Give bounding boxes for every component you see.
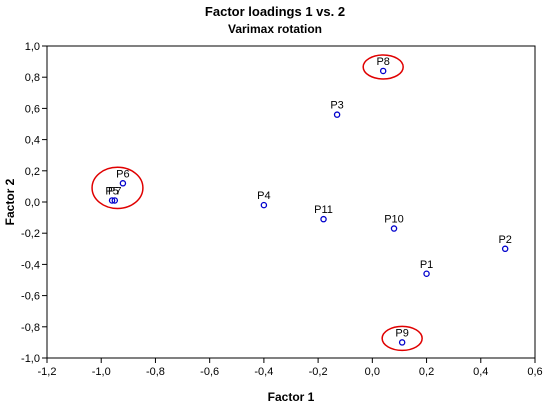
x-axis-label: Factor 1 [268, 390, 315, 404]
x-tick-label: 0,6 [527, 366, 542, 378]
y-tick-label: 0,0 [25, 197, 40, 209]
x-tick-label: 0,2 [419, 366, 434, 378]
data-point [379, 67, 387, 75]
x-tick-label: -0,4 [254, 366, 273, 378]
data-point [111, 197, 119, 204]
point-label: P2 [498, 234, 511, 246]
data-points: P1 P2 P3 P4 P5 P6 P7 P8 P9 P10 P11 [105, 56, 512, 346]
point-label: P6 [116, 168, 129, 180]
data-point [333, 111, 341, 118]
point-label: P5 [105, 185, 118, 197]
y-tick-label: -0,2 [21, 228, 40, 240]
point-label: P4 [257, 190, 270, 202]
highlight-ellipse [381, 325, 423, 352]
y-tick-label: 1,0 [25, 41, 40, 53]
point-label: P1 [420, 259, 433, 271]
point-label: P11 [314, 204, 333, 216]
x-tick-label: -0,2 [309, 366, 328, 378]
data-point [398, 339, 406, 346]
x-tick-label: 0,0 [365, 366, 380, 378]
y-tick-label: 0,4 [25, 135, 40, 147]
highlight-ellipse [362, 54, 404, 80]
x-tick-label: -1,2 [38, 366, 57, 378]
y-tick-label: -0,4 [21, 259, 40, 271]
data-point [119, 180, 127, 187]
highlight-ellipse [91, 166, 144, 210]
point-label: P10 [384, 214, 404, 226]
data-point [260, 201, 268, 209]
x-tick-label: -1,0 [92, 366, 111, 378]
y-tick-label: 0,2 [25, 166, 40, 178]
data-point [501, 245, 509, 253]
y-axis-label: Factor 2 [3, 178, 17, 225]
x-tick-label: -0,6 [200, 366, 219, 378]
data-point [390, 225, 398, 232]
y-tick-label: -0,6 [21, 291, 40, 303]
x-tick-label: -0,8 [146, 366, 165, 378]
data-point [423, 270, 430, 278]
point-label: P9 [395, 327, 408, 339]
point-label: P3 [330, 100, 343, 112]
point-label: P8 [376, 56, 389, 68]
chart-title: Factor loadings 1 vs. 2 [205, 4, 345, 19]
y-tick-label: -0,8 [21, 322, 40, 334]
y-tick-label: 0,8 [25, 72, 40, 84]
y-tick-label: -1,0 [21, 353, 40, 365]
plot-area [46, 45, 536, 359]
x-tick-label: 0,4 [473, 366, 488, 378]
y-tick-label: 0,6 [25, 103, 40, 115]
highlight-ellipses [91, 54, 423, 352]
axis-ticks: -1,2 -1,0 -0,8 -0,6 -0,4 -0,2 0,0 0,2 0,4 0,61,00… [21, 41, 543, 378]
data-point [320, 215, 327, 223]
data-point [108, 197, 116, 204]
point-label: P7 [108, 185, 121, 197]
chart-subtitle: Varimax rotation [228, 22, 322, 36]
